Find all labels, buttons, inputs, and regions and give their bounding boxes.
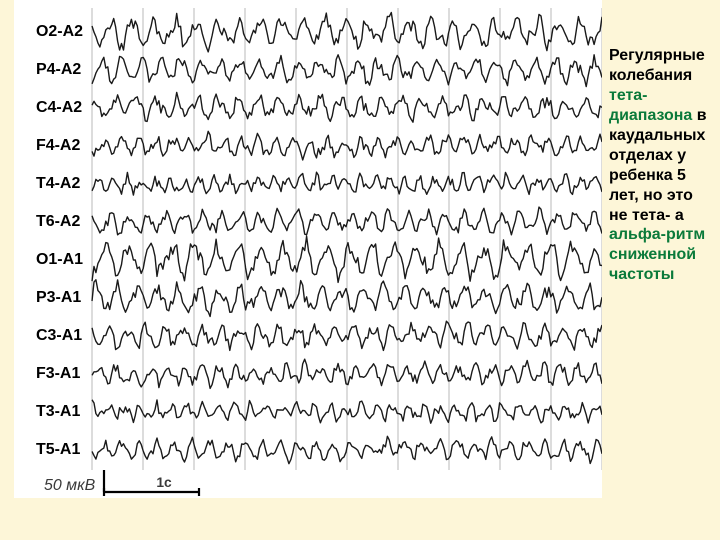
channel-label: C3-A1 [36,327,82,344]
caption-line: каудальных [609,126,717,146]
channel-label: F4-A2 [36,137,80,154]
caption-line: тета- [609,86,717,106]
caption-line: колебания [609,66,717,86]
caption-line: Регулярные [609,46,717,66]
caption-line: диапазона в [609,106,717,126]
caption-text: Регулярныеколебаниятета-диапазона вкауда… [609,46,717,285]
slide-page: O2-A2 P4-A2 C4-A2 F4-A2 T4-A2 T6-A2 O1-A1 P3-A1… [0,0,720,540]
channel-label: P3-A1 [36,289,81,306]
caption-fragment: колебания [609,67,692,84]
channel-label: T5-A1 [36,441,80,458]
channel-label: O1-A1 [36,251,83,268]
caption-fragment: сниженной [609,246,696,263]
caption-line: частоты [609,265,717,285]
channel-label: C4-A2 [36,99,82,116]
caption-fragment: лет, но это [609,187,693,204]
caption-line: не тета- а [609,206,717,226]
eeg-svg: O2-A2 P4-A2 C4-A2 F4-A2 T4-A2 T6-A2 O1-A1 P3-A1… [14,0,602,498]
caption-fragment: не тета- а [609,207,684,224]
amplitude-scale-label: 50 мкВ [44,477,96,494]
caption-line: отделах у [609,146,717,166]
caption-line: сниженной [609,245,717,265]
caption-fragment: альфа-ритм [609,226,705,243]
eeg-panel: O2-A2 P4-A2 C4-A2 F4-A2 T4-A2 T6-A2 O1-A1 P3-A1… [14,0,602,498]
time-scale-label: 1с [156,475,172,490]
caption-fragment: диапазона [609,107,692,124]
caption-line: альфа-ритм [609,225,717,245]
caption-fragment: отделах у [609,147,686,164]
caption-line: лет, но это [609,186,717,206]
caption-fragment: ребенка 5 [609,167,686,184]
channel-label: T6-A2 [36,213,80,230]
channel-label: P4-A2 [36,61,81,78]
caption-fragment: частоты [609,266,674,283]
caption-fragment: тета- [609,87,647,104]
channel-label: O2-A2 [36,23,83,40]
channel-label: F3-A1 [36,365,80,382]
channel-label: T4-A2 [36,175,80,192]
caption-fragment: каудальных [609,127,705,144]
caption-line: ребенка 5 [609,166,717,186]
channel-label: T3-A1 [36,403,80,420]
caption-fragment: в [692,107,706,124]
caption-fragment: Регулярные [609,47,705,64]
